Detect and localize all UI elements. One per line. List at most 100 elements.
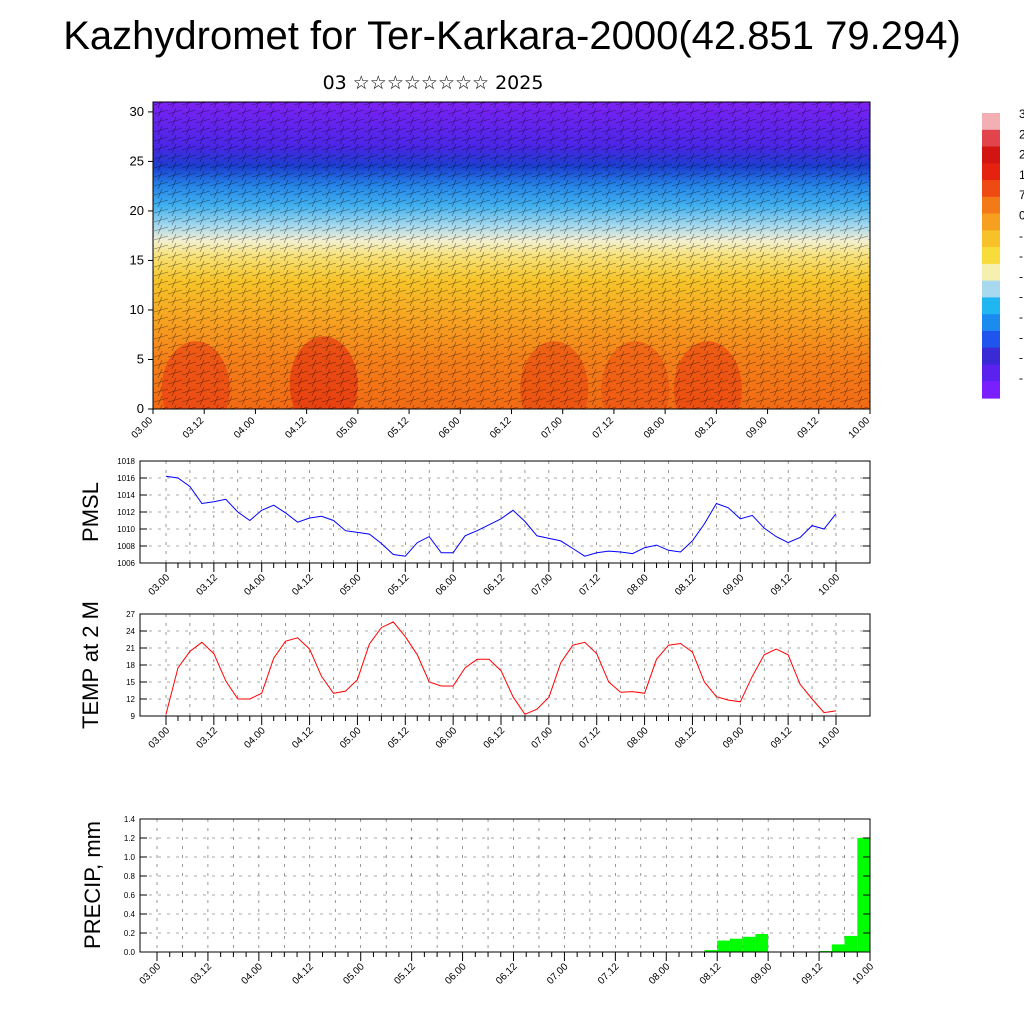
y-tick-label: 24	[126, 627, 135, 636]
x-tick-label: 03.12	[195, 725, 221, 751]
x-tick-label: 08.12	[693, 415, 719, 441]
colorbar-swatch	[982, 247, 1000, 265]
x-tick-label: 09.00	[749, 961, 775, 987]
y-tick-label: 21	[126, 644, 135, 653]
y-tick-label: 1008	[117, 542, 135, 551]
x-tick-label: 05.00	[338, 725, 364, 751]
colorbar-swatch	[982, 230, 1000, 248]
x-tick-label: 08.00	[647, 961, 673, 987]
precip-bar	[844, 935, 858, 952]
x-tick-label: 04.12	[283, 415, 309, 441]
x-tick-label: 04.00	[240, 961, 266, 987]
x-tick-label: 03.12	[195, 572, 221, 598]
x-tick-label: 10.00	[851, 961, 877, 987]
colorbar-label: 2	[1019, 127, 1024, 141]
y-tick-label: 5	[137, 351, 144, 366]
colorbar-label: 7	[1019, 188, 1024, 202]
y-tick-label: 15	[126, 678, 135, 687]
colorbar-swatch	[982, 381, 1000, 399]
y-tick-label: 0.0	[124, 948, 136, 957]
colorbar-swatch	[982, 347, 1000, 366]
precip-bar	[831, 944, 845, 952]
colorbar-label: 3	[1019, 107, 1024, 121]
x-tick-label: 06.12	[482, 572, 508, 598]
y-tick-label: 30	[130, 104, 144, 119]
y-axis-title: PMSL	[78, 482, 103, 542]
x-tick-label: 03.12	[189, 961, 215, 987]
chart-subtitle: 03 ☆☆☆☆☆☆☆☆ 2025	[322, 72, 544, 94]
x-tick-label: 09.12	[769, 725, 795, 751]
x-tick-label: 05.12	[386, 572, 412, 598]
x-tick-label: 05.00	[341, 961, 367, 987]
chart-title: Kazhydromet for Ter-Karkara-2000(42.851 …	[63, 14, 961, 58]
y-tick-label: 0.2	[124, 929, 136, 938]
x-tick-label: 09.12	[800, 961, 826, 987]
colorbar-label: 0	[1019, 209, 1024, 223]
y-tick-label: 0	[137, 401, 144, 416]
colorbar-label: -	[1019, 249, 1023, 263]
x-tick-label: 08.12	[673, 725, 699, 751]
colorbar-swatch	[982, 129, 1000, 148]
x-tick-label: 09.12	[795, 415, 821, 441]
colorbar-swatch	[982, 163, 1000, 181]
precip-bar	[742, 936, 756, 952]
y-tick-label: 27	[126, 610, 135, 619]
x-tick-label: 06.00	[437, 415, 463, 441]
x-tick-label: 03.00	[147, 572, 173, 598]
y-tick-label: 0.4	[124, 910, 136, 919]
x-tick-label: 07.00	[530, 572, 556, 598]
colorbar-swatch	[982, 180, 1000, 198]
colorbar-swatch	[982, 364, 1000, 382]
x-tick-label: 07.12	[596, 961, 622, 987]
wind-barbs	[153, 102, 870, 409]
colorbar-label: -	[1019, 310, 1023, 324]
panel-pmsl: 1006 1008 1010 1012 1014 1016 1018 03.00 03.12 04…	[78, 457, 871, 598]
heatmap-body	[153, 102, 870, 409]
precip-bar	[704, 950, 718, 952]
colorbar-swatch	[982, 113, 1000, 131]
x-tick-label: 04.00	[242, 725, 268, 751]
colorbar-label: 2	[1019, 148, 1024, 162]
colorbar-swatch	[982, 146, 1000, 164]
x-tick-label: 10.00	[847, 415, 873, 441]
y-tick-label: 12	[126, 695, 135, 704]
y-tick-label: 25	[130, 153, 144, 168]
panel-frame	[139, 818, 871, 953]
y-tick-label: 1014	[117, 491, 135, 500]
series-line	[165, 621, 837, 715]
colorbar-label: -	[1019, 371, 1023, 385]
y-tick-label: 18	[126, 661, 135, 670]
x-tick-label: 08.12	[698, 961, 724, 987]
colorbar-swatch	[982, 280, 1000, 298]
colorbar-swatch	[982, 196, 1000, 215]
x-tick-label: 03.00	[138, 961, 164, 987]
y-axis-title: PRECIP, mm	[80, 821, 105, 949]
colorbar-label: -	[1019, 330, 1023, 344]
panel-temp-at-2-m: 9 12 15 18 21 24 27 03.00 03.12 04.00 04.12 05.00 05…	[78, 601, 871, 751]
x-tick-label: 10.00	[817, 725, 843, 751]
x-tick-label: 04.12	[290, 725, 316, 751]
precip-bar	[717, 940, 730, 952]
x-tick-label: 06.00	[434, 725, 460, 751]
x-tick-label: 04.00	[242, 572, 268, 598]
x-tick-label: 09.00	[744, 415, 770, 441]
x-tick-label: 03.00	[130, 415, 156, 441]
x-tick-label: 04.00	[232, 415, 258, 441]
colorbar-swatch	[982, 314, 1000, 332]
x-tick-label: 05.12	[386, 415, 412, 441]
x-tick-label: 08.00	[625, 725, 651, 751]
x-tick-label: 05.00	[335, 415, 361, 441]
y-tick-label: 10	[130, 302, 144, 317]
colorbar-swatch	[982, 297, 1000, 315]
y-tick-label: 1.0	[124, 853, 136, 862]
y-tick-label: 0.6	[124, 891, 136, 900]
time-series-panels: 1006 1008 1010 1012 1014 1016 1018 03.00 03.12 04…	[78, 457, 876, 987]
x-tick-label: 08.12	[673, 572, 699, 598]
x-tick-label: 07.00	[545, 961, 571, 987]
y-tick-label: 20	[130, 203, 144, 218]
colorbar-label: -	[1019, 269, 1023, 283]
y-tick-label: 1.4	[124, 815, 136, 824]
x-tick-label: 06.00	[443, 961, 469, 987]
y-tick-label: 1006	[117, 559, 135, 568]
